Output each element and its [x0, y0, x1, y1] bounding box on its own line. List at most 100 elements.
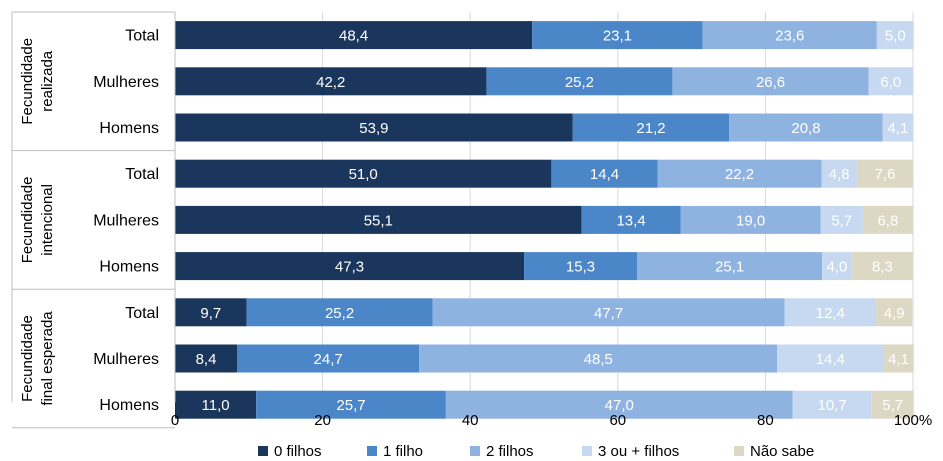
- data-label: 21,2: [636, 120, 665, 137]
- bar-segment: [445, 390, 793, 419]
- data-label: 42,2: [316, 74, 345, 91]
- data-label: 24,7: [314, 351, 343, 368]
- legend-swatch: [258, 446, 268, 456]
- bar-segment: [175, 252, 525, 281]
- bar-segment: [876, 21, 914, 50]
- data-label: 22,2: [725, 166, 754, 183]
- bar-segment: [486, 67, 673, 96]
- group-label: Fecundidade realizada: [19, 38, 56, 125]
- bar-segment: [532, 21, 703, 50]
- bar-segment: [551, 159, 658, 188]
- legend-swatch: [367, 446, 377, 456]
- legend-label: 1 filho: [383, 443, 423, 460]
- legend-label: 3 ou + filhos: [598, 443, 679, 460]
- data-label: 4,0: [827, 259, 848, 276]
- data-label: 55,1: [364, 212, 393, 229]
- data-label: 10,7: [818, 397, 847, 414]
- bar-segment: [871, 390, 914, 419]
- bar-segment: [851, 252, 913, 281]
- data-label: 13,4: [616, 212, 645, 229]
- bar-segment: [883, 344, 914, 373]
- data-label: 14,4: [816, 351, 845, 368]
- group-dividers: [11, 11, 176, 429]
- x-tick-label: 100%: [894, 412, 932, 429]
- row-label: Homens: [99, 397, 159, 414]
- data-label: 9,7: [200, 305, 221, 322]
- bar-segment: [792, 390, 872, 419]
- x-axis-ticks: 0 20 40 60 80 100%: [171, 412, 932, 429]
- bar-segment: [657, 159, 822, 188]
- bar-segment: [729, 113, 883, 142]
- row-label: Mulheres: [93, 212, 159, 229]
- bar-segment: [175, 298, 247, 327]
- data-label: 23,1: [603, 28, 632, 45]
- row-label: Homens: [99, 120, 159, 137]
- x-tick-label: 20: [314, 412, 331, 429]
- data-label: 12,4: [816, 305, 845, 322]
- bar-segment: [572, 113, 730, 142]
- bar-segment: [784, 298, 877, 327]
- bar-segment: [419, 344, 778, 373]
- group-label: Fecundidade final esperada: [19, 311, 56, 406]
- data-label: 4,8: [829, 166, 850, 183]
- data-label: 4,1: [887, 120, 908, 137]
- row-label: Mulheres: [93, 74, 159, 91]
- legend-swatch: [734, 446, 744, 456]
- data-label: 5,7: [831, 212, 852, 229]
- row-label: Total: [125, 166, 159, 183]
- data-label: 25,1: [715, 259, 744, 276]
- data-label: 51,0: [349, 166, 378, 183]
- bar-segment: [246, 298, 433, 327]
- data-label: 53,9: [359, 120, 388, 137]
- row-label: Homens: [99, 259, 159, 276]
- data-label: 15,3: [566, 259, 595, 276]
- bar-segment: [672, 67, 869, 96]
- bar-segment: [175, 390, 257, 419]
- bar-segment: [868, 67, 913, 96]
- legend-swatch: [582, 446, 592, 456]
- data-label: 25,2: [325, 305, 354, 322]
- data-label: 26,6: [756, 74, 785, 91]
- data-label: 4,1: [888, 351, 909, 368]
- bar-segment: [175, 21, 533, 50]
- group-labels: Fecundidade realizada Fecundidade intencion…: [19, 38, 56, 406]
- data-label: 48,4: [339, 28, 368, 45]
- bar-segment: [256, 390, 446, 419]
- bar-segment: [876, 298, 913, 327]
- bar-segment: [862, 205, 913, 234]
- data-label: 5,0: [885, 28, 906, 45]
- bar-segment: [524, 252, 637, 281]
- data-label: 48,5: [584, 351, 613, 368]
- legend-swatch: [470, 446, 480, 456]
- data-label: 5,7: [882, 397, 903, 414]
- bar-segment: [822, 252, 852, 281]
- data-label: 4,9: [884, 305, 905, 322]
- data-label: 47,3: [335, 259, 364, 276]
- row-labels: Total Mulheres Homens Total Mulheres Homens To…: [93, 28, 159, 415]
- bar-segment: [175, 159, 552, 188]
- bar-segment: [175, 205, 582, 234]
- data-label: 47,7: [594, 305, 623, 322]
- bar-segment: [702, 21, 877, 50]
- data-label: 23,6: [775, 28, 804, 45]
- legend-label: 0 filhos: [274, 443, 322, 460]
- bar-segment: [680, 205, 821, 234]
- bar-segment: [581, 205, 681, 234]
- data-label: 14,4: [590, 166, 619, 183]
- bar-segment: [777, 344, 884, 373]
- data-label: 20,8: [791, 120, 820, 137]
- legend-label: 2 filhos: [486, 443, 534, 460]
- bar-segment: [820, 205, 863, 234]
- bar-segment: [175, 67, 487, 96]
- data-label: 19,0: [736, 212, 765, 229]
- x-tick-label: 80: [757, 412, 774, 429]
- bar-segment: [175, 113, 573, 142]
- bar-segment: [856, 159, 913, 188]
- data-label: 7,6: [875, 166, 896, 183]
- x-tick-label: 40: [462, 412, 479, 429]
- data-label: 25,2: [565, 74, 594, 91]
- data-label: 8,4: [196, 351, 217, 368]
- data-label: 25,7: [336, 397, 365, 414]
- legend-label: Não sabe: [750, 443, 814, 460]
